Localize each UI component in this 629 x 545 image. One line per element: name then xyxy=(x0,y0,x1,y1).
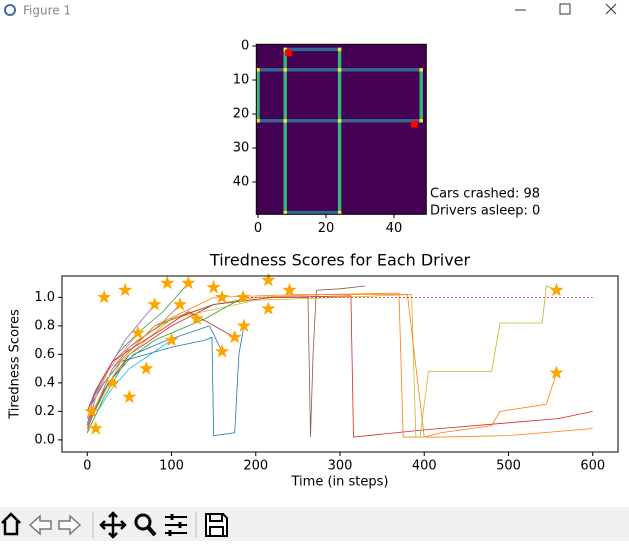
star-marker xyxy=(139,361,154,375)
y-tick-label: 0.6 xyxy=(34,347,55,362)
y-tick-label: 10 xyxy=(233,73,250,88)
car xyxy=(285,49,292,57)
y-tick-label: 1.0 xyxy=(34,290,55,305)
x-tick-label: 300 xyxy=(328,459,353,474)
forward-button[interactable] xyxy=(58,514,82,536)
road xyxy=(256,68,260,123)
intersection xyxy=(283,119,287,123)
y-tick-label: 0.0 xyxy=(34,432,55,447)
home-button[interactable] xyxy=(1,512,21,536)
car xyxy=(411,120,418,128)
star-marker xyxy=(549,365,564,379)
intersection xyxy=(337,47,342,52)
star-marker xyxy=(282,282,297,297)
title-bar xyxy=(0,0,629,22)
y-axis-label: Tiredness Scores xyxy=(8,309,23,420)
star-marker xyxy=(189,311,204,325)
y-tick-label: 0.8 xyxy=(34,318,55,333)
star-marker xyxy=(105,375,120,389)
x-tick-label: 600 xyxy=(580,459,605,474)
intersection xyxy=(337,68,342,72)
star-marker xyxy=(214,344,230,358)
x-tick-label: 100 xyxy=(159,459,184,474)
series-line xyxy=(86,325,223,426)
star-marker xyxy=(160,275,175,290)
road xyxy=(283,47,287,215)
y-tick-label: 30 xyxy=(233,141,250,156)
star-marker xyxy=(122,389,137,404)
y-tick-label: 40 xyxy=(233,175,250,190)
annotation: Cars crashed: 98 xyxy=(430,187,540,202)
series-line xyxy=(86,295,593,438)
zoom-button[interactable] xyxy=(134,513,152,531)
save-button[interactable] xyxy=(205,513,228,537)
star-marker xyxy=(261,301,276,315)
axes-frame xyxy=(61,275,619,453)
intersection xyxy=(283,68,287,72)
window-title: Figure 1 xyxy=(23,4,71,18)
series-line xyxy=(86,294,557,438)
x-tick-label: 40 xyxy=(386,221,403,236)
star-marker xyxy=(97,289,112,304)
intersection xyxy=(337,119,342,123)
x-tick-label: 500 xyxy=(496,459,521,474)
x-tick-label: 0 xyxy=(254,221,262,236)
x-axis-label: Time (in steps) xyxy=(291,475,389,490)
star-marker xyxy=(261,272,276,287)
star-marker xyxy=(227,329,242,344)
intersection xyxy=(256,119,260,123)
app-icon xyxy=(4,4,16,16)
series-line xyxy=(86,311,235,412)
x-tick-label: 200 xyxy=(243,459,268,474)
road xyxy=(419,68,423,123)
intersection xyxy=(283,210,287,215)
close-button[interactable] xyxy=(605,3,617,15)
chart-title: Tiredness Scores for Each Driver xyxy=(209,251,471,270)
y-tick-label: 0.2 xyxy=(34,404,55,419)
intersection xyxy=(419,119,423,123)
y-tick-label: 20 xyxy=(233,107,250,122)
series-line xyxy=(86,292,593,438)
series-line xyxy=(86,297,244,433)
x-tick-label: 20 xyxy=(318,221,335,236)
road xyxy=(283,210,342,215)
intersection xyxy=(419,68,423,72)
series-line xyxy=(86,282,189,412)
star-marker xyxy=(147,297,162,311)
road xyxy=(283,47,342,52)
series-line xyxy=(86,285,366,438)
x-tick-label: 0 xyxy=(83,459,91,474)
star-marker xyxy=(164,332,179,347)
axes-frame xyxy=(255,43,427,215)
series-line xyxy=(86,325,245,437)
x-tick-label: 400 xyxy=(412,459,437,474)
star-marker xyxy=(236,318,252,332)
star-marker xyxy=(88,421,103,435)
star-marker xyxy=(549,282,564,297)
y-tick-label: 0.4 xyxy=(34,375,55,390)
star-marker xyxy=(130,325,145,340)
intersection xyxy=(256,68,260,72)
intersection xyxy=(337,210,342,215)
y-tick-label: 0 xyxy=(241,39,249,54)
star-marker xyxy=(206,279,221,294)
maximize-button[interactable] xyxy=(559,3,571,15)
star-marker xyxy=(236,289,251,304)
toolbar xyxy=(0,507,629,541)
star-marker xyxy=(214,289,230,304)
annotation: Drivers asleep: 0 xyxy=(430,204,540,219)
star-marker xyxy=(84,403,99,418)
star-marker xyxy=(172,297,188,311)
pan-button[interactable] xyxy=(99,511,127,539)
star-marker xyxy=(181,275,196,290)
back-button[interactable] xyxy=(28,514,52,536)
star-marker xyxy=(118,282,133,297)
series-line xyxy=(86,285,557,438)
road xyxy=(337,47,342,215)
